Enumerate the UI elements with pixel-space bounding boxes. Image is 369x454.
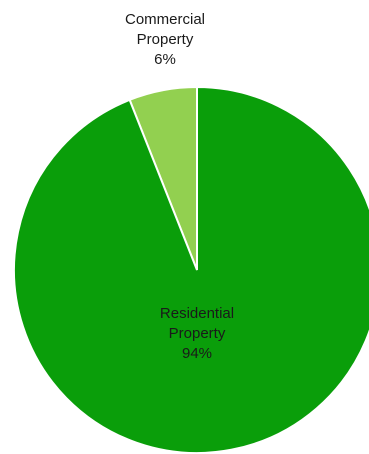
slice-percent-label: 6% [154, 51, 176, 68]
slice-name-label: Residential [160, 305, 234, 322]
slice-label-1: Residential Property 94% [160, 305, 234, 362]
slice-name-label: Property [169, 325, 226, 342]
slice-percent-label: 94% [182, 345, 212, 362]
slice-name-label: Property [137, 31, 194, 48]
slice-label-0: Commercial Property 6% [125, 11, 205, 68]
pie-slice-residential-property [13, 85, 369, 454]
slice-name-label: Commercial [125, 11, 205, 28]
